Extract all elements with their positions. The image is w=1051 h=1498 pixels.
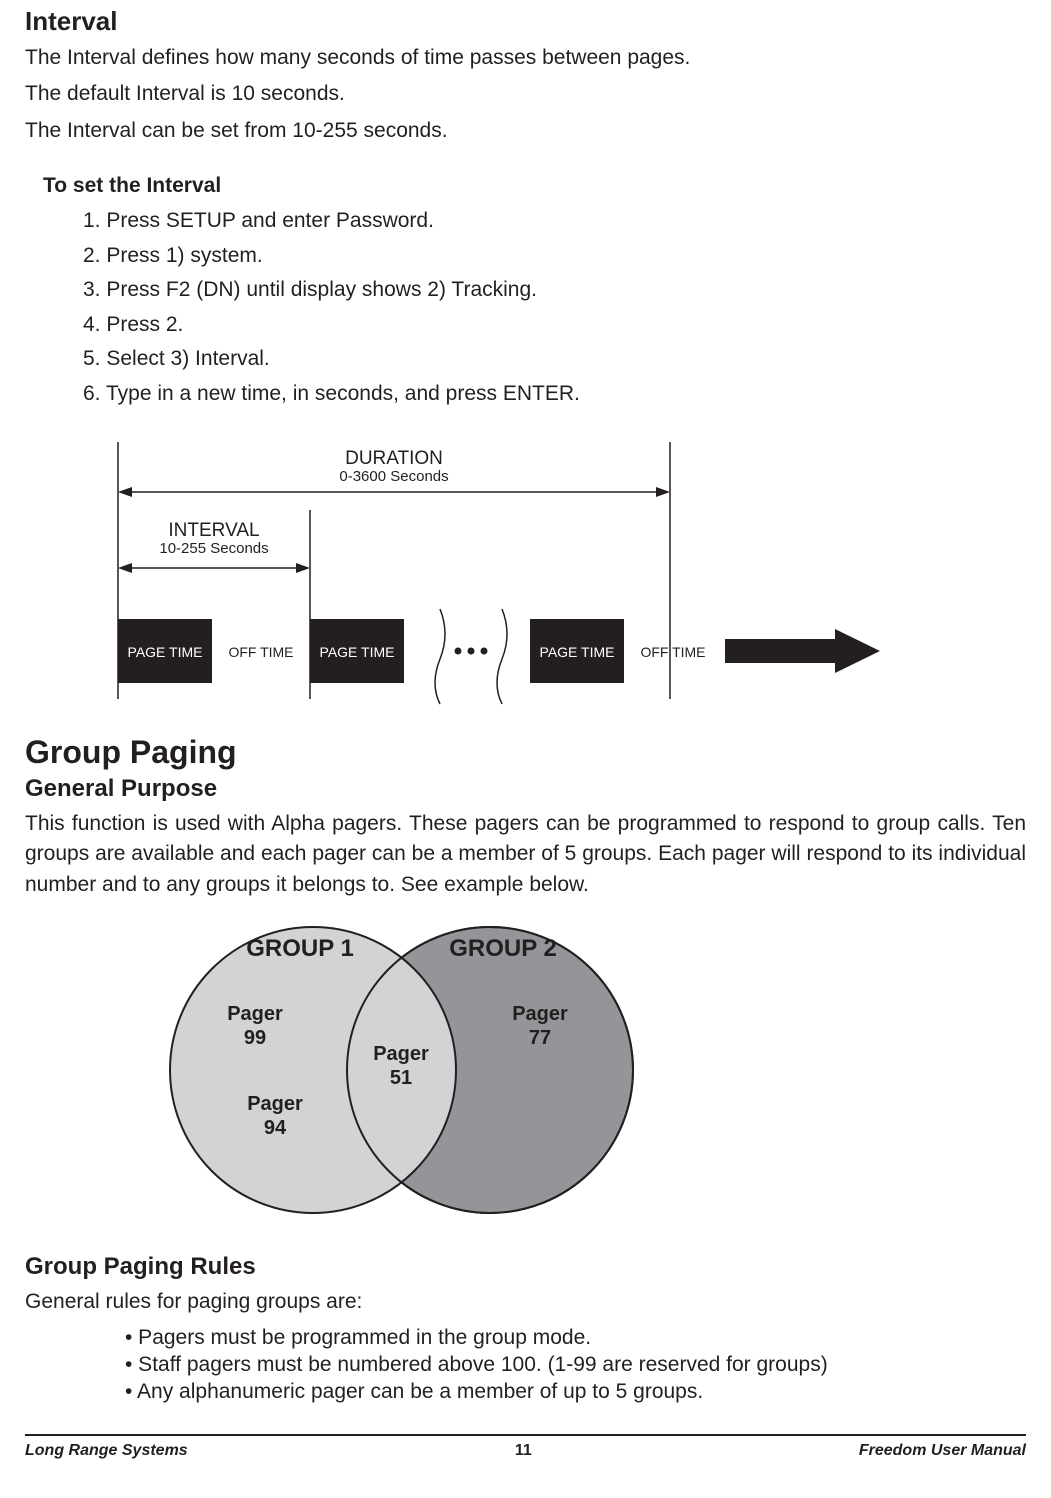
interval-sub: 10-255 Seconds bbox=[159, 540, 268, 557]
rule-1: • Pagers must be programmed in the group… bbox=[125, 1324, 1026, 1351]
group2-label: GROUP 2 bbox=[449, 935, 557, 962]
rule-3: • Any alphanumeric pager can be a member… bbox=[125, 1378, 1026, 1405]
duration-sub: 0-3600 Seconds bbox=[339, 468, 448, 485]
page-footer: Long Range Systems 11 Freedom User Manua… bbox=[25, 1436, 1026, 1460]
step-4: 4. Press 2. bbox=[83, 310, 1026, 340]
timing-diagram: DURATION 0-3600 Seconds INTERVAL 10-255 … bbox=[110, 434, 940, 714]
step-5: 5. Select 3) Interval. bbox=[83, 344, 1026, 374]
group-paging-heading: Group Paging bbox=[25, 734, 1026, 771]
general-purpose-heading: General Purpose bbox=[25, 775, 1026, 803]
off-time-2: OFF TIME bbox=[640, 644, 705, 660]
pager77-l1: Pager bbox=[512, 1003, 568, 1025]
manual-page: Interval The Interval defines how many s… bbox=[0, 6, 1051, 1480]
rules-heading: Group Paging Rules bbox=[25, 1253, 1026, 1281]
pager94-l2: 94 bbox=[264, 1117, 287, 1139]
page-time-2: PAGE TIME bbox=[320, 644, 395, 660]
pager99-l2: 99 bbox=[244, 1027, 266, 1049]
off-time-1: OFF TIME bbox=[228, 644, 293, 660]
interval-p2: The default Interval is 10 seconds. bbox=[25, 79, 1026, 109]
venn-diagram: GROUP 1 GROUP 2 Pager 99 Pager 94 Pager … bbox=[120, 910, 680, 1235]
step-1: 1. Press SETUP and enter Password. bbox=[83, 206, 1026, 236]
rules-list: • Pagers must be programmed in the group… bbox=[125, 1324, 1026, 1406]
interval-p3: The Interval can be set from 10-255 seco… bbox=[25, 116, 1026, 146]
duration-label: DURATION bbox=[345, 448, 443, 469]
interval-steps: 1. Press SETUP and enter Password. 2. Pr… bbox=[83, 206, 1026, 409]
group-paging-para: This function is used with Alpha pagers.… bbox=[25, 809, 1026, 900]
pager77-l2: 77 bbox=[529, 1027, 551, 1049]
step-3: 3. Press F2 (DN) until display shows 2) … bbox=[83, 275, 1026, 305]
pager99-l1: Pager bbox=[227, 1003, 283, 1025]
pager94-l1: Pager bbox=[247, 1093, 303, 1115]
group1-label: GROUP 1 bbox=[246, 935, 354, 962]
step-2: 2. Press 1) system. bbox=[83, 241, 1026, 271]
interval-heading: Interval bbox=[25, 6, 1026, 37]
step-6: 6. Type in a new time, in seconds, and p… bbox=[83, 379, 1026, 409]
interval-label: INTERVAL bbox=[168, 520, 259, 541]
pager51-l2: 51 bbox=[390, 1067, 412, 1089]
rule-2: • Staff pagers must be numbered above 10… bbox=[125, 1351, 1026, 1378]
footer-right: Freedom User Manual bbox=[859, 1442, 1026, 1460]
interval-subhead: To set the Interval bbox=[43, 174, 1026, 198]
page-time-1: PAGE TIME bbox=[128, 644, 203, 660]
rules-intro: General rules for paging groups are: bbox=[25, 1287, 1026, 1317]
pager51-l1: Pager bbox=[373, 1043, 429, 1065]
footer-left: Long Range Systems bbox=[25, 1442, 188, 1460]
interval-p1: The Interval defines how many seconds of… bbox=[25, 43, 1026, 73]
footer-page-number: 11 bbox=[515, 1442, 532, 1460]
page-time-3: PAGE TIME bbox=[540, 644, 615, 660]
